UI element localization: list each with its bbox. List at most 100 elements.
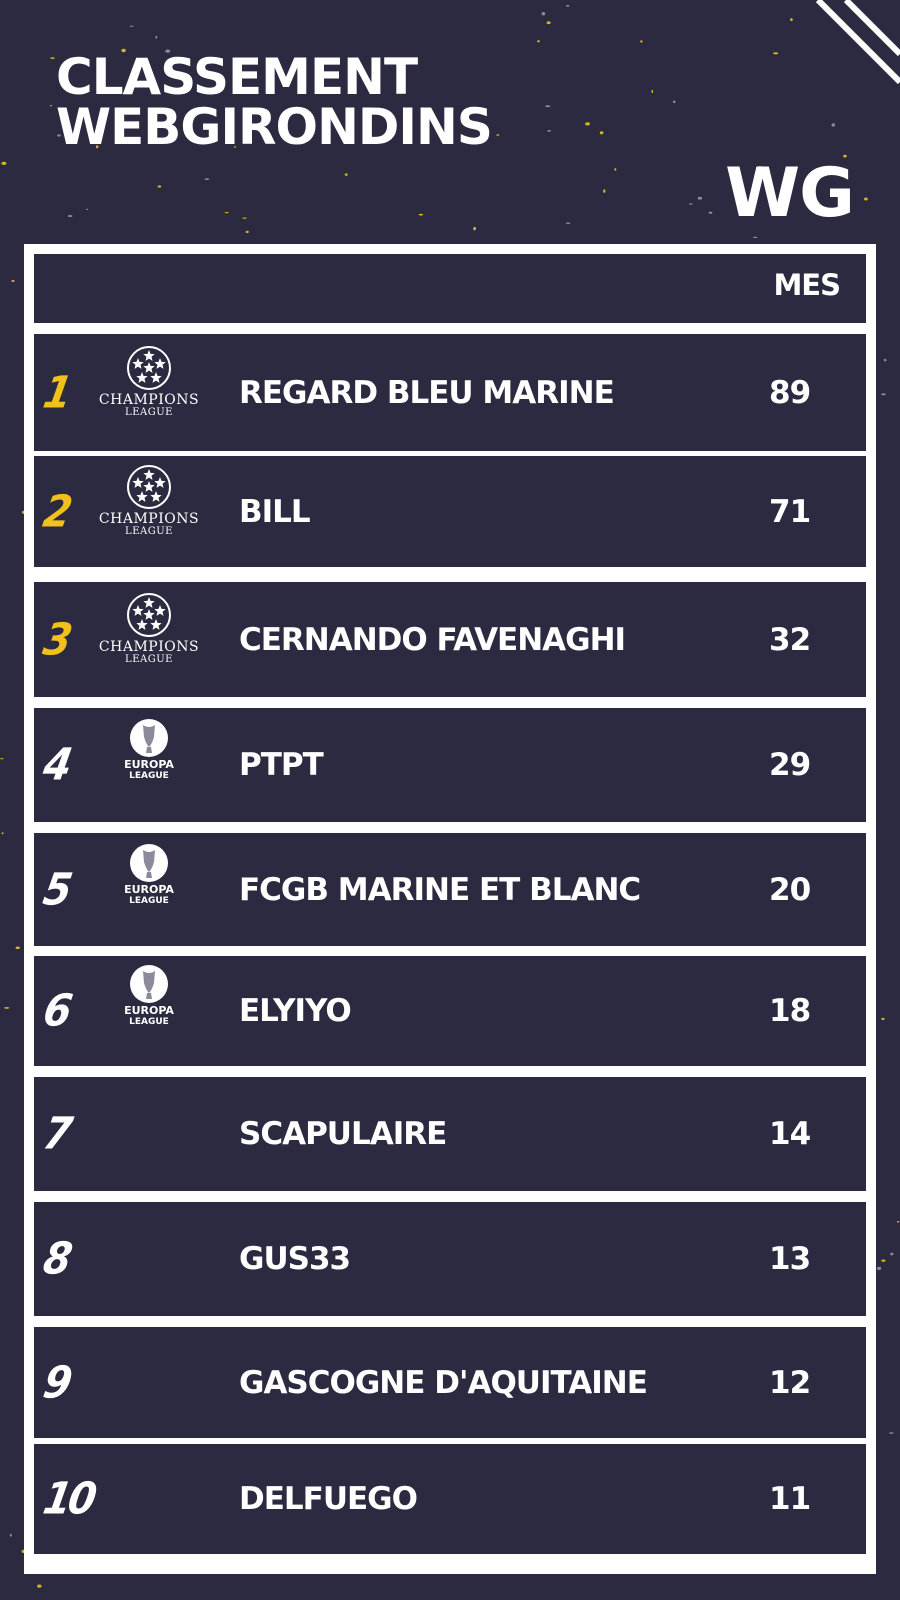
table-row: 8 GUS33 13: [34, 1202, 866, 1316]
badge-competition-sub: LEAGUE: [125, 406, 173, 418]
speckle: [157, 185, 162, 188]
player-points: 12: [769, 1364, 811, 1401]
page-title: CLASSEMENT WEBGIRONDINS: [56, 52, 493, 156]
speckle: [4, 1007, 10, 1009]
europa-league-badge: EUROPA LEAGUE: [94, 842, 204, 938]
ranking-table: MES 1 CHAMPIONS LEAGUE REGARD BLEU MARINE 89…: [24, 244, 876, 1574]
europa-league-badge: EUROPA LEAGUE: [94, 963, 204, 1059]
champions-league-starball-icon: [94, 464, 204, 510]
player-name: GASCOGNE D'AQUITAINE: [239, 1364, 648, 1401]
badge-competition-sub: LEAGUE: [125, 525, 173, 537]
speckle: [537, 40, 540, 43]
speckle: [773, 52, 779, 55]
speckle: [614, 168, 617, 171]
speckle: [546, 21, 551, 25]
table-row: 10 DELFUEGO 11: [34, 1444, 866, 1554]
badge-competition-name: EUROPA: [124, 1004, 174, 1017]
speckle: [545, 105, 551, 108]
champions-league-badge: CHAMPIONS LEAGUE: [94, 464, 204, 560]
speckle: [9, 1533, 12, 1537]
speckle: [889, 1432, 894, 1434]
speckle: [883, 358, 887, 362]
speckle: [50, 57, 55, 59]
speckle: [473, 226, 476, 231]
table-row: 4 EUROPA LEAGUE PTPT 29: [34, 708, 866, 822]
rank-number: 6: [39, 985, 74, 1037]
speckle: [896, 1221, 900, 1223]
badge-competition-sub: LEAGUE: [129, 1017, 169, 1027]
badge-competition-sub: LEAGUE: [129, 895, 169, 906]
speckle: [672, 100, 676, 104]
speckle: [881, 1017, 885, 1021]
speckle: [599, 131, 604, 135]
speckle: [204, 178, 210, 181]
speckle: [224, 212, 229, 214]
speckle: [877, 1266, 882, 1270]
rank-number: 2: [39, 486, 74, 537]
speckle: [242, 217, 247, 219]
player-points: 11: [769, 1481, 811, 1517]
speckle: [11, 280, 15, 282]
speckle: [831, 123, 836, 127]
table-row: 6 EUROPA LEAGUE ELYIYO 18: [34, 956, 866, 1066]
player-name: BILL: [239, 493, 311, 530]
speckle: [418, 213, 424, 216]
speckle: [752, 236, 758, 239]
speckle: [640, 40, 643, 43]
speckle: [881, 393, 886, 396]
champions-league-badge: CHAMPIONS LEAGUE: [94, 592, 204, 688]
badge-competition-name: CHAMPIONS: [98, 638, 200, 655]
badge-competition-name: CHAMPIONS: [98, 391, 200, 408]
speckle: [496, 134, 500, 136]
player-name: CERNANDO FAVENAGHI: [239, 621, 626, 658]
speckle: [1, 832, 4, 835]
rank-number: 10: [39, 1473, 98, 1525]
champions-league-starball-icon: [94, 345, 204, 391]
player-points: 32: [769, 621, 811, 658]
speckle: [15, 946, 20, 950]
corner-stripes-decoration: [815, 0, 900, 85]
speckle: [603, 189, 606, 193]
player-points: 14: [769, 1116, 811, 1152]
rank-number: 3: [39, 614, 74, 665]
title-line-2: WEBGIRONDINS: [56, 98, 493, 156]
table-row: 9 GASCOGNE D'AQUITAINE 12: [34, 1327, 866, 1438]
speckle: [86, 208, 89, 211]
badge-competition-name: CHAMPIONS: [98, 510, 200, 527]
player-points: 20: [769, 871, 811, 908]
speckle: [245, 230, 249, 234]
table-row: 5 EUROPA LEAGUE FCGB MARINE ET BLANC 20: [34, 833, 866, 946]
europa-league-trophy-icon: [94, 842, 204, 884]
europa-league-trophy-icon: [94, 963, 204, 1005]
europa-league-trophy-icon: [94, 717, 204, 759]
speckle: [0, 758, 4, 760]
player-name: ELYIYO: [239, 993, 352, 1029]
rank-number: 7: [39, 1108, 74, 1160]
speckle: [585, 122, 590, 126]
player-name: GUS33: [239, 1241, 351, 1277]
table-row: 1 CHAMPIONS LEAGUE REGARD BLEU MARINE 89: [34, 334, 866, 451]
champions-league-badge: CHAMPIONS LEAGUE: [94, 345, 204, 441]
player-points: 71: [769, 493, 811, 530]
rank-number: 9: [39, 1357, 74, 1408]
speckle: [688, 203, 693, 205]
player-name: FCGB MARINE ET BLANC: [239, 871, 641, 908]
badge-competition-sub: LEAGUE: [129, 771, 169, 781]
rank-number: 5: [39, 864, 74, 915]
wg-logo: WG: [725, 154, 855, 233]
speckle: [697, 196, 703, 200]
speckle: [129, 25, 134, 27]
speckle: [344, 173, 348, 176]
rank-number: 1: [39, 367, 74, 418]
rank-number: 4: [39, 739, 74, 791]
player-name: SCAPULAIRE: [239, 1116, 447, 1152]
badge-competition-sub: LEAGUE: [125, 653, 173, 665]
champions-league-starball-icon: [94, 592, 204, 638]
player-points: 13: [769, 1241, 811, 1277]
player-name: REGARD BLEU MARINE: [239, 374, 615, 411]
badge-competition-name: EUROPA: [124, 882, 174, 896]
table-row: 2 CHAMPIONS LEAGUE BILL 71: [34, 456, 866, 567]
speckle: [67, 215, 73, 217]
speckle: [155, 35, 158, 39]
table-row: 7 SCAPULAIRE 14: [34, 1077, 866, 1191]
